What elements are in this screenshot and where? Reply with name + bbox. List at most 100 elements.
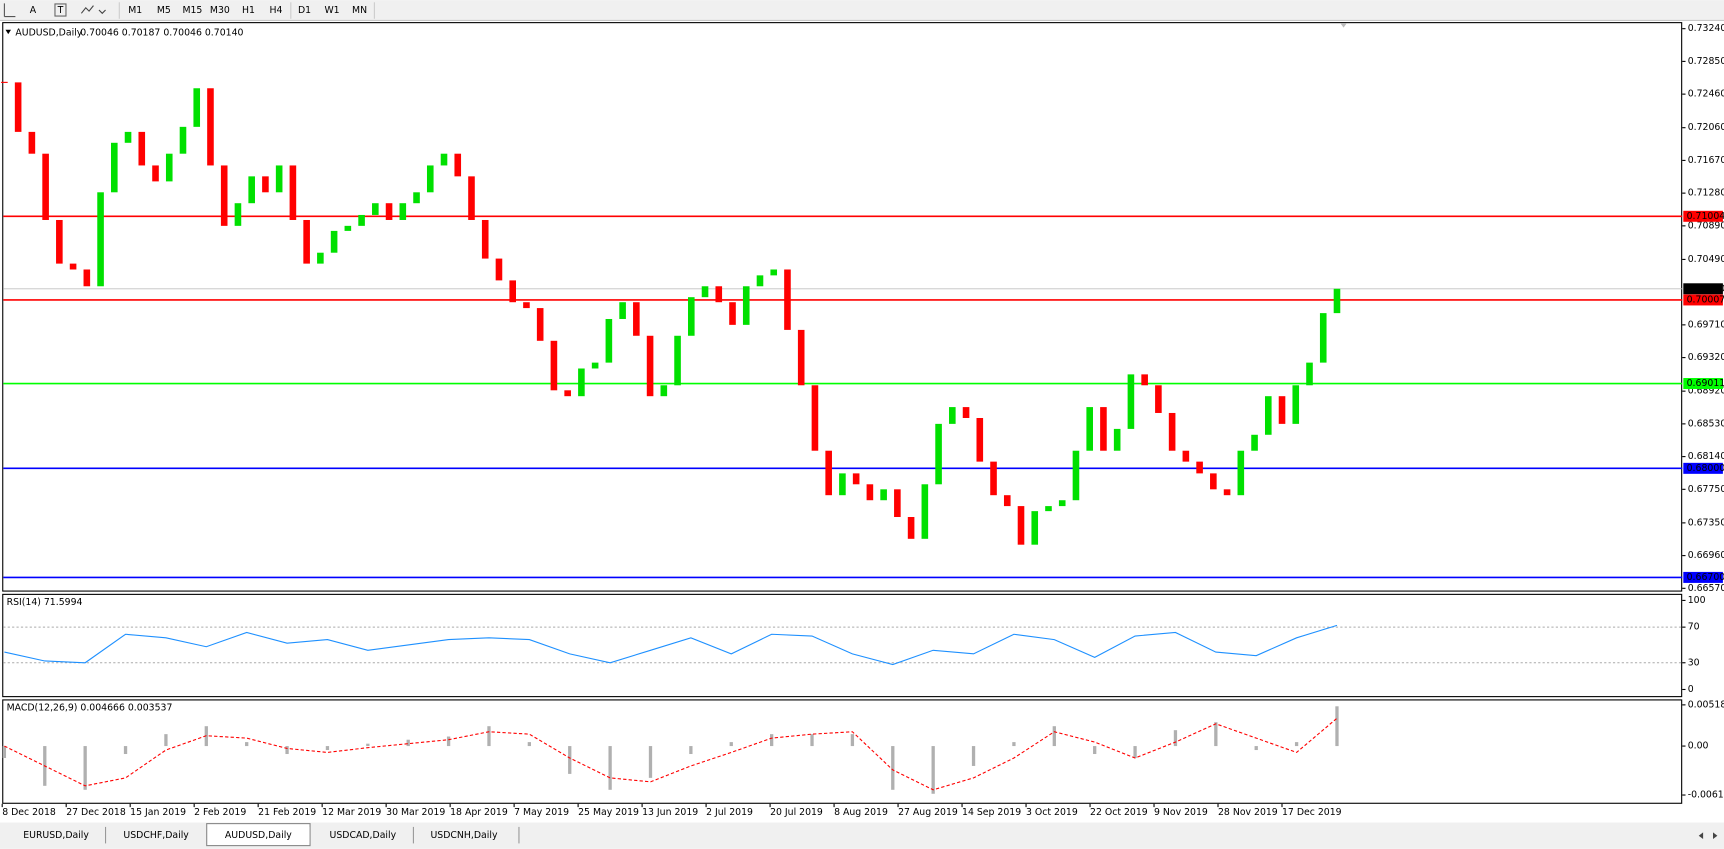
candle [1237, 450, 1245, 496]
rsi-panel [2, 593, 1683, 698]
candle [248, 176, 255, 204]
candle [28, 131, 36, 154]
candle [866, 484, 874, 501]
candle [1100, 407, 1107, 451]
candle [1155, 385, 1162, 413]
macd-tick-label: 0.005181 [1688, 699, 1724, 710]
candle [949, 407, 956, 424]
date-label: 12 Mar 2019 [322, 807, 381, 818]
candle [317, 252, 324, 264]
tab-label[interactable]: USDCHF,Daily [123, 830, 189, 841]
candle [687, 297, 695, 336]
date-label: 28 Nov 2019 [1218, 807, 1278, 818]
macd-header: MACD(12,26,9) 0.004666 0.003537 [7, 703, 173, 714]
date-label: 3 Oct 2019 [1026, 807, 1078, 818]
toolbar-button[interactable]: H4 [269, 5, 282, 16]
toolbar-button[interactable]: W1 [324, 5, 339, 16]
tab[interactable] [6, 825, 106, 845]
candle [990, 461, 997, 496]
toolbar-button[interactable]: MN [352, 5, 367, 16]
toolbar-button[interactable]: A [30, 5, 37, 16]
candle [550, 340, 558, 391]
candle [330, 230, 338, 253]
candle [1045, 506, 1052, 512]
candle [234, 203, 242, 226]
toolbar-button[interactable]: M30 [210, 5, 230, 16]
price-tick-label: 0.70490 [1688, 254, 1724, 265]
cursor-icon[interactable] [3, 3, 16, 18]
price-tick-label: 0.71670 [1688, 155, 1724, 166]
candle [536, 308, 544, 341]
level-tag [1683, 462, 1723, 474]
candle [770, 269, 778, 276]
candle [1086, 407, 1093, 451]
level-tag [1683, 294, 1723, 306]
level-tag [1683, 210, 1723, 222]
candle [715, 286, 723, 303]
toolbar-button[interactable]: T [57, 5, 64, 16]
rsi-header: RSI(14) 71.5994 [7, 597, 83, 608]
candle [1017, 506, 1025, 545]
date-label: 20 Jul 2019 [770, 807, 823, 818]
rsi-line [4, 624, 1338, 666]
candle [193, 88, 201, 127]
date-label: 15 Jan 2019 [130, 807, 186, 818]
price-tick-label: 0.66960 [1688, 550, 1724, 561]
candle [303, 219, 310, 264]
candle [358, 214, 365, 226]
price-tick-label: 0.68140 [1688, 451, 1724, 462]
candle [468, 176, 475, 220]
price-tick-label: 0.67350 [1688, 517, 1724, 528]
candle [152, 165, 159, 182]
candle [1182, 450, 1190, 462]
objects-icon[interactable] [80, 5, 106, 15]
candle [207, 88, 214, 166]
candle [591, 362, 599, 369]
date-label: 27 Aug 2019 [898, 807, 958, 818]
toolbar [0, 0, 1724, 21]
current-price-tag [1683, 283, 1723, 295]
tab-label[interactable]: USDCNH,Daily [430, 830, 497, 841]
price-tick-label: 0.69320 [1688, 352, 1724, 363]
tab[interactable] [415, 825, 513, 845]
candle [1031, 511, 1039, 545]
price-tick-label: 0.72850 [1688, 56, 1724, 67]
price-tick-label: 0.69710 [1688, 319, 1724, 330]
collapse-arrow[interactable] [5, 29, 11, 35]
candle [1278, 396, 1286, 424]
toolbar-button[interactable]: D1 [298, 5, 311, 16]
tab-label[interactable]: EURUSD,Daily [23, 830, 89, 841]
toolbar-button[interactable]: M5 [157, 5, 171, 16]
candle [372, 203, 379, 215]
candle [275, 165, 283, 193]
candle [852, 473, 860, 485]
candle [619, 302, 626, 319]
toolbar-button[interactable]: H1 [242, 5, 255, 16]
candle [509, 280, 517, 303]
price-tick-label: 0.68920 [1688, 386, 1724, 397]
candle [839, 473, 846, 496]
toolbar-button[interactable]: M15 [182, 5, 202, 16]
price-panel [2, 22, 1683, 592]
date-label: 18 Apr 2019 [450, 807, 508, 818]
candle [440, 153, 448, 166]
candle [14, 82, 22, 132]
tab[interactable] [107, 825, 205, 845]
candle [1058, 500, 1066, 507]
tab-label[interactable]: USDCAD,Daily [330, 830, 397, 841]
candle [880, 489, 887, 501]
level-tag [1683, 571, 1723, 583]
date-label: 27 Dec 2018 [66, 807, 126, 818]
toolbar-button[interactable]: M1 [128, 5, 142, 16]
candle [729, 302, 736, 325]
tab-scroll[interactable] [1698, 832, 1718, 840]
candle [220, 165, 228, 226]
button-frame [54, 3, 67, 17]
tab[interactable] [312, 825, 414, 845]
tab-label[interactable]: AUDUSD,Daily [225, 830, 292, 841]
candle [633, 302, 640, 336]
candle [523, 302, 530, 309]
candle [976, 417, 984, 462]
